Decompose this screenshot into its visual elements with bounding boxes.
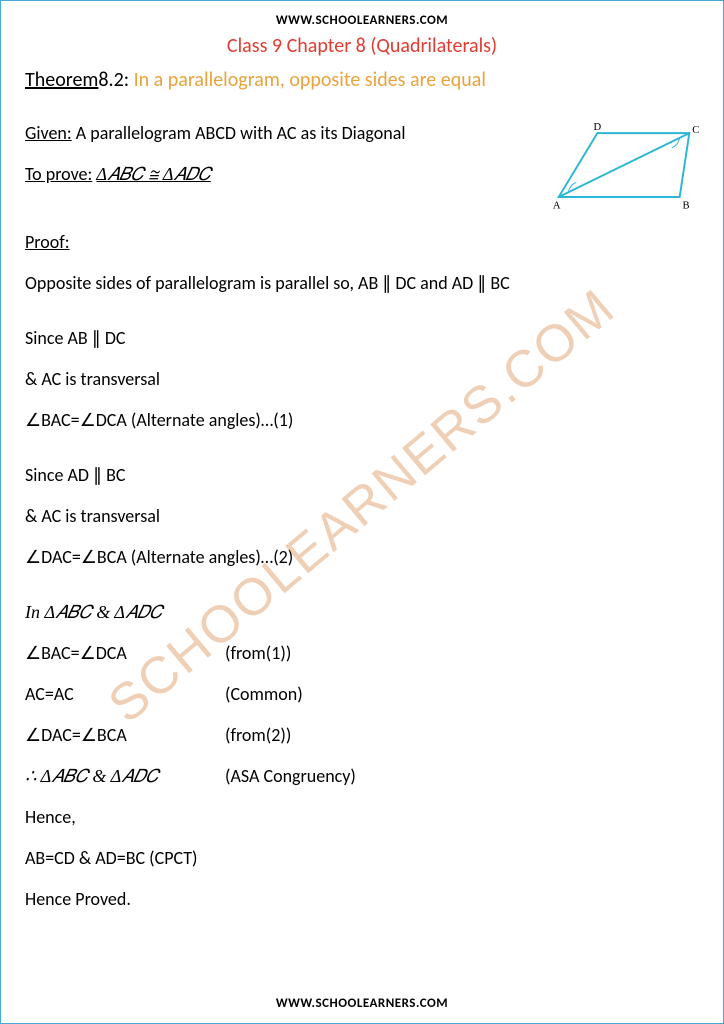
svg-text:C: C [692, 125, 699, 136]
svg-text:D: D [594, 122, 602, 133]
block1-line2: & AC is transversal [25, 366, 699, 393]
given-label: Given: [25, 122, 72, 144]
proof-cell-right: (ASA Congruency) [225, 763, 356, 790]
given-row: Given: A parallelogram ABCD with AC as i… [25, 120, 699, 215]
theorem-heading: Theorem8.2: In a parallelogram, opposite… [25, 68, 699, 92]
svg-text:B: B [683, 201, 690, 212]
block2-line2: & AC is transversal [25, 503, 699, 530]
hence-proved: Hence Proved. [25, 886, 699, 913]
theorem-label: Theorem [25, 68, 98, 92]
hence: Hence, [25, 804, 699, 831]
block1-line1: Since AB ∥ DC [25, 325, 699, 352]
block2-line1: Since AD ∥ BC [25, 462, 699, 489]
block2-line3: ∠DAC=∠BCA (Alternate angles)…(2) [25, 544, 699, 571]
proof-cell-left: ∴ Δ𝐴𝐵𝐶 & Δ𝐴𝐷𝐶 [25, 763, 225, 790]
svg-text:A: A [553, 201, 561, 212]
theorem-number: 8.2: [98, 68, 129, 92]
table-row: ∠BAC=∠DCA (from(1)) [25, 640, 699, 667]
proof-intro: Opposite sides of parallelogram is paral… [25, 270, 699, 297]
proof-table: ∠BAC=∠DCA (from(1)) AC=AC (Common) ∠DAC=… [25, 640, 699, 790]
proof-cell-right: (from(1)) [225, 640, 291, 667]
proof-cell-left: AC=AC [25, 681, 225, 708]
given-line: Given: A parallelogram ABCD with AC as i… [25, 120, 539, 147]
proof-cell-right: (Common) [225, 681, 303, 708]
block1-line3: ∠BAC=∠DCA (Alternate angles)…(1) [25, 407, 699, 434]
header-url: WWW.SCHOOLEARNERS.COM [25, 13, 699, 28]
chapter-title: Class 9 Chapter 8 (Quadrilaterals) [25, 34, 699, 58]
to-prove-label: To prove: [25, 163, 92, 185]
theorem-statement: In a parallelogram, opposite sides are e… [134, 68, 486, 92]
to-prove-line: To prove: Δ𝐴𝐵𝐶 ≅ Δ𝐴𝐷𝐶 [25, 161, 539, 188]
cpct: AB=CD & AD=BC (CPCT) [25, 845, 699, 872]
parallelogram-diagram: A B C D [549, 120, 699, 215]
table-row: ∴ Δ𝐴𝐵𝐶 & Δ𝐴𝐷𝐶 (ASA Congruency) [25, 763, 699, 790]
table-row: ∠DAC=∠BCA (from(2)) [25, 722, 699, 749]
footer-url: WWW.SCHOOLEARNERS.COM [1, 996, 723, 1011]
in-triangles: In Δ𝐴𝐵𝐶 & Δ𝐴𝐷𝐶 [25, 599, 699, 626]
proof-label: Proof: [25, 229, 699, 256]
table-row: AC=AC (Common) [25, 681, 699, 708]
proof-cell-left: ∠BAC=∠DCA [25, 640, 225, 667]
to-prove-text: Δ𝐴𝐵𝐶 ≅ Δ𝐴𝐷𝐶 [96, 164, 210, 184]
proof-cell-right: (from(2)) [225, 722, 291, 749]
given-text: A parallelogram ABCD with AC as its Diag… [76, 122, 406, 144]
proof-cell-left: ∠DAC=∠BCA [25, 722, 225, 749]
page-container: WWW.SCHOOLEARNERS.COM Class 9 Chapter 8 … [0, 0, 724, 1024]
